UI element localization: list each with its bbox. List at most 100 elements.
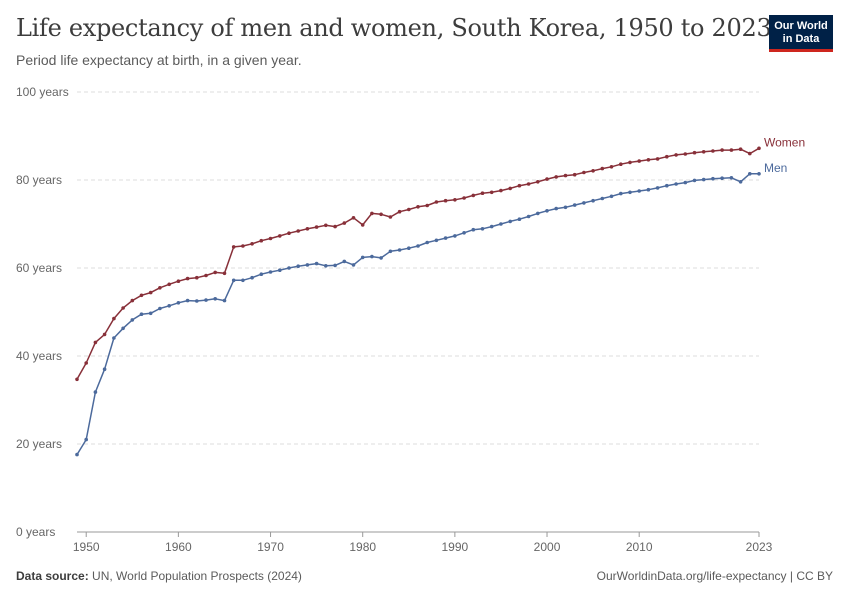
data-point-women [757,146,761,151]
data-point-women [582,170,586,175]
data-point-women [489,190,494,195]
data-point-men [720,176,724,180]
data-point-men [536,211,540,216]
y-tick-label: 60 years [16,261,62,275]
data-point-women [259,238,264,243]
owid-logo[interactable]: Our World in Data [769,15,833,52]
data-point-men [545,209,549,213]
data-point-men [370,254,374,259]
data-point-women [462,196,466,200]
data-point-men [176,301,181,305]
data-point-women [738,147,743,151]
data-point-women [167,282,171,287]
data-point-men [738,180,743,184]
data-point-men [130,318,135,322]
data-point-women [748,151,752,156]
data-point-men [379,256,383,260]
data-point-women [480,191,485,195]
data-point-women [222,271,227,276]
x-axis: 1950 1960 1970 1980 1990 2000 2010 2023 [73,531,773,554]
data-point-women [176,279,181,284]
data-point-men [351,263,356,267]
data-point-men [250,275,254,280]
data-point-women [692,150,697,155]
data-point-men [222,298,227,303]
data-point-women [148,290,153,295]
data-point-men [683,180,688,185]
data-point-men [526,214,531,219]
y-tick-label: 0 years [16,525,55,539]
data-point-men [425,240,430,245]
data-source-label: Data source: [16,569,89,583]
chart-title: Life expectancy of men and women, South … [16,14,772,42]
data-point-men [701,177,706,182]
data-point-women [434,200,439,204]
data-point-women [674,153,678,157]
data-point-men [213,297,217,301]
data-point-women [195,275,199,280]
data-point-men [499,222,503,226]
data-point-men [508,219,512,224]
license-link[interactable]: OurWorldinData.org/life-expectancy | CC … [596,569,833,583]
x-tick-label: 2000 [534,540,561,554]
data-point-women [75,377,79,382]
data-point-women [324,223,328,228]
y-tick-label: 40 years [16,349,62,363]
data-point-men [296,264,301,269]
data-point-men [489,224,494,229]
series-label-women: Women [764,135,805,149]
x-tick-label: 1960 [165,540,192,554]
data-point-women [554,175,558,179]
data-point-men [609,194,614,199]
data-point-women [102,332,107,337]
data-point-men [517,217,522,221]
data-point-men [665,183,669,188]
data-point-women [517,183,522,188]
series-line-women [76,147,760,380]
data-point-women [388,215,393,219]
data-point-women [683,152,688,156]
x-tick-label: 1990 [442,540,469,554]
data-point-women [250,242,254,246]
data-point-women [397,209,402,214]
data-point-women [112,316,116,321]
data-point-women [471,193,476,198]
data-point-men [93,390,98,394]
data-point-men [655,186,660,190]
data-point-men [554,206,558,211]
data-point-men [462,231,466,235]
logo-line-2: in Data [782,33,820,45]
data-point-men [139,312,144,317]
data-point-women [572,172,577,177]
chart-subtitle: Period life expectancy at birth, in a gi… [16,52,302,68]
data-point-women [563,173,568,178]
data-point-women [628,160,632,165]
data-point-men [646,187,651,192]
data-point-men [757,172,761,176]
data-point-men [185,298,190,303]
data-point-women [360,223,365,227]
data-point-men [75,452,79,457]
data-point-women [93,340,98,345]
data-point-men [674,182,678,186]
data-point-women [619,162,623,166]
data-point-women [637,159,641,163]
data-point-women [231,245,236,249]
data-point-women [121,306,125,310]
data-point-men [195,299,199,303]
data-point-men [619,191,623,196]
series-label-men: Men [764,161,787,175]
data-point-women [425,203,430,208]
data-point-women [370,211,374,216]
data-point-women [536,180,540,184]
data-point-women [655,157,660,161]
x-tick-label: 1970 [257,540,284,554]
data-point-men [729,176,734,180]
data-point-men [259,272,264,277]
data-point-men [480,227,485,231]
data-point-men [582,201,586,205]
data-point-men [287,266,291,270]
data-point-women [314,225,319,229]
y-tick-label: 20 years [16,437,62,451]
